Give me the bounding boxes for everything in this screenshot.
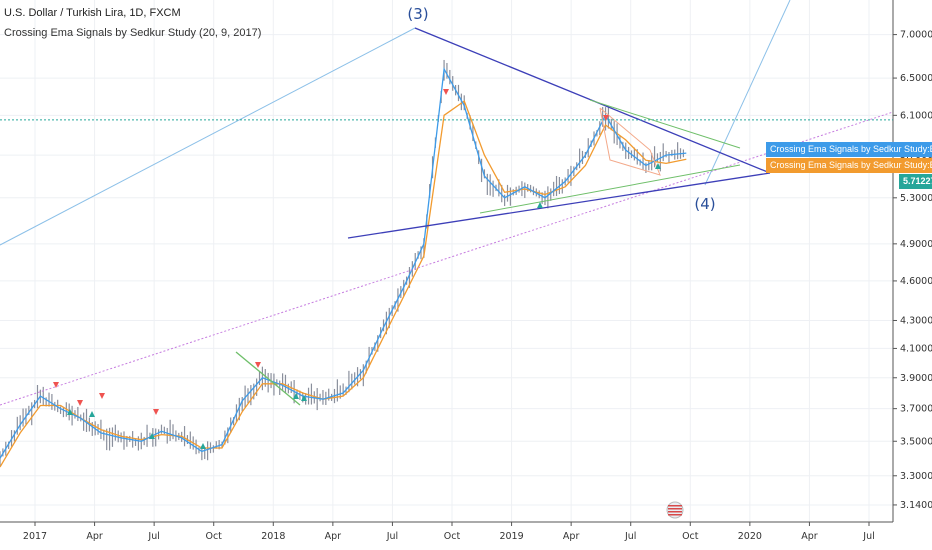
green-support [479,164,741,214]
price-tick-label: 3.14000 [900,500,932,511]
price-tick-label: 4.90000 [900,239,932,250]
time-tick-label: 2020 [738,531,762,542]
green-channel-2018 [235,351,301,406]
time-tick-label: 2017 [23,531,47,542]
price-tick-label: 5.30000 [900,193,932,204]
price-tick-label: 4.30000 [900,315,932,326]
price-tick-label: 4.10000 [900,343,932,354]
price-tick-label: 6.50000 [900,73,932,84]
buy-signal [301,395,307,401]
ema1-badge: Crossing Ema Signals by Sedkur Study:Ema… [766,158,932,173]
buy-signal [89,411,95,417]
study-title: Crossing Ema Signals by Sedkur Study (20… [4,27,262,39]
ema2-badge: Crossing Ema Signals by Sedkur Study:Ema… [766,142,932,157]
sell-signal [153,409,159,415]
lightblue-trendline [0,27,416,246]
time-tick-label: Jul [624,531,636,542]
time-tick-label: 2019 [499,531,523,542]
price-tick-label: 7.00000 [900,30,932,41]
time-tick-label: Jul [147,531,159,542]
price-tick-label: 3.70000 [900,404,932,415]
time-tick-label: Oct [444,531,461,542]
time-tick-label: Apr [801,531,818,542]
price-tick-label: 4.60000 [900,276,932,287]
buy-signal [67,409,73,415]
time-tick-label: Oct [682,531,699,542]
price-tick-label: 3.50000 [900,436,932,447]
time-tick-label: Oct [205,531,222,542]
time-tick-label: Jul [386,531,398,542]
flag-stripe [668,511,682,513]
buy-signal [537,202,543,208]
ema2-line [0,67,687,459]
lightblue-projection [704,0,791,186]
violet-trendline [0,111,894,406]
time-tick-label: 2018 [261,531,285,542]
buy-signal [200,443,206,449]
ema1-line [0,100,687,468]
sell-signal [603,115,609,121]
us-flag-icon [666,501,684,519]
time-tick-label: Jul [862,531,874,542]
last-price-badge: 5.71227 [899,174,932,189]
wave-label-4: (4) [694,195,715,213]
time-tick-label: Apr [563,531,580,542]
sell-signal [443,89,449,95]
green-resistance [589,99,741,149]
wave-label-3: (3) [407,5,428,23]
buy-signal [149,433,155,439]
price-tick-label: 3.30000 [900,471,932,482]
sell-signal [53,382,59,388]
flag-stripe [668,505,682,507]
buy-signal [293,393,299,399]
triangle-lower [347,172,771,239]
orange-wedge [599,107,661,176]
time-tick-label: Apr [325,531,342,542]
time-tick-label: Apr [86,531,103,542]
sell-signal [77,400,83,406]
price-tick-label: 3.90000 [900,373,932,384]
sell-signal [255,362,261,368]
price-tick-label: 6.10000 [900,110,932,121]
buy-signal [655,163,661,169]
symbol-title: U.S. Dollar / Turkish Lira, 1D, FXCM [4,7,181,19]
plot-area [0,0,893,522]
sell-signal [99,393,105,399]
flag-stripe [668,514,682,516]
flag-stripe [668,508,682,510]
